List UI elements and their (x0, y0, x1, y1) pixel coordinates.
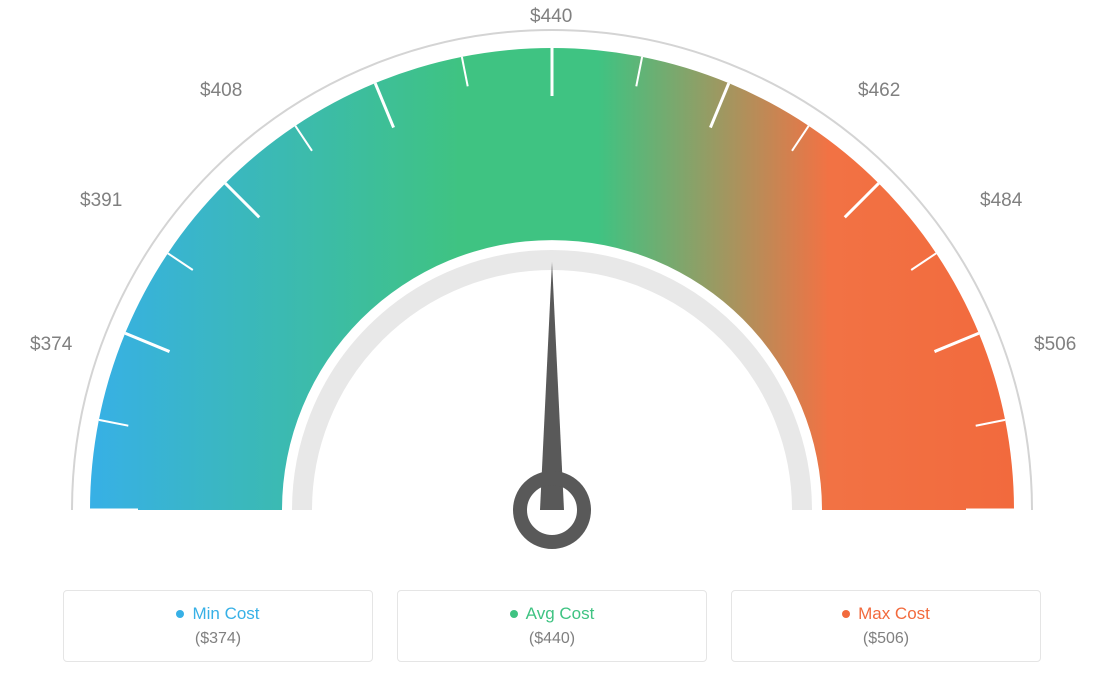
tick-label: $408 (200, 80, 242, 102)
tick-label: $391 (80, 190, 122, 212)
legend-avg-value: ($440) (529, 630, 575, 648)
tick-label: $484 (980, 190, 1022, 212)
tick-label: $440 (530, 6, 572, 28)
gauge-svg (0, 0, 1104, 560)
legend-max-value: ($506) (863, 630, 909, 648)
legend-max-label: Max Cost (858, 604, 930, 624)
legend-max-card: Max Cost ($506) (731, 590, 1041, 662)
tick-label: $506 (1034, 334, 1076, 356)
legend-min-card: Min Cost ($374) (63, 590, 373, 662)
legend-row: Min Cost ($374) Avg Cost ($440) Max Cost… (0, 590, 1104, 662)
legend-min-value: ($374) (195, 630, 241, 648)
legend-min-top: Min Cost (176, 604, 259, 624)
legend-avg-dot (510, 610, 518, 618)
legend-avg-top: Avg Cost (510, 604, 595, 624)
legend-max-dot (842, 610, 850, 618)
legend-avg-card: Avg Cost ($440) (397, 590, 707, 662)
tick-label: $374 (30, 334, 72, 356)
gauge-chart: $374 $391 $408 $440 $462 $484 $506 (0, 0, 1104, 560)
legend-avg-label: Avg Cost (526, 604, 595, 624)
legend-min-dot (176, 610, 184, 618)
tick-label: $462 (858, 80, 900, 102)
legend-max-top: Max Cost (842, 604, 930, 624)
legend-min-label: Min Cost (192, 604, 259, 624)
